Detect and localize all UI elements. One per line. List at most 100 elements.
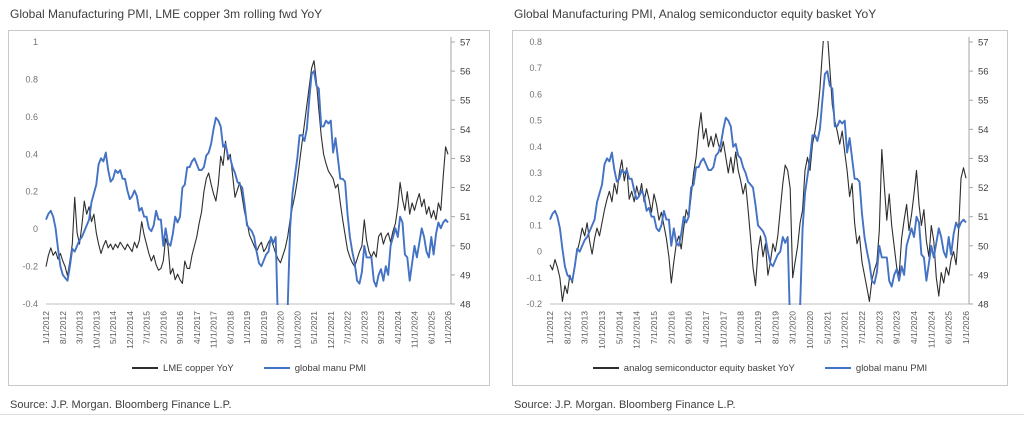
x-axis-tick-label: 9/1/2023 <box>892 311 902 344</box>
chart-panel-semis-pmi: Global Manufacturing PMI, Analog semicon… <box>512 6 1008 411</box>
x-axis-tick-label: 11/1/2017 <box>718 311 728 348</box>
semis-pmi-line-chart: 0.8 0.7 0.6 0.5 0.4 0.3 0.2 0.1 0 -0.1 -0.2 57 56 55 5… <box>526 37 989 349</box>
x-axis-tick-label: 5/1/2021 <box>822 311 832 344</box>
chart-legend: analog semiconductor equity basket YoY g… <box>514 354 1006 382</box>
x-axis-tick-label: 10/1/2020 <box>292 311 302 349</box>
x-axis-tick-label: 11/1/2017 <box>209 311 219 348</box>
x-axis-tick-label: 1/1/2026 <box>961 311 971 344</box>
x-axis-tick-label: 8/1/2019 <box>259 311 269 344</box>
x-axis-tick-label: 7/1/2015 <box>142 311 152 344</box>
right-axis-tick-label: 57 <box>460 38 471 49</box>
legend-line-swatch-black <box>131 367 158 369</box>
chart-panel-copper-pmi: Global Manufacturing PMI, LME copper 3m … <box>8 6 490 411</box>
left-axis-tick-label: 0.2 <box>529 194 542 204</box>
chart-legend: LME copper YoY global manu PMI <box>10 354 488 382</box>
x-axis-tick-label: 12/1/2014 <box>125 311 135 349</box>
left-axis-tick-label: 0.1 <box>529 220 542 230</box>
right-axis-tick-label: 55 <box>978 96 989 107</box>
x-axis-tick-label: 2/1/2016 <box>158 311 168 344</box>
x-axis-tick-label: 8/1/2012 <box>562 311 572 344</box>
series-line-yoy <box>549 41 967 302</box>
right-axis-tick-label: 53 <box>460 154 471 165</box>
right-axis-tick-label: 52 <box>460 183 471 194</box>
x-axis-tick-label: 11/1/2024 <box>926 311 936 348</box>
series-line-yoy <box>45 60 449 284</box>
x-axis-tick-label: 4/1/2024 <box>393 311 403 344</box>
x-axis-tick-label: 9/1/2023 <box>376 311 386 344</box>
legend-line-swatch-blue <box>824 367 851 369</box>
right-axis-tick-label: 48 <box>978 300 989 311</box>
right-axis-tick-label: 55 <box>460 96 471 107</box>
right-axis-tick-label: 48 <box>460 300 471 311</box>
legend-label: global manu PMI <box>294 362 367 374</box>
left-axis-tick-label: 0.6 <box>25 112 38 122</box>
left-axis-tick-label: 0 <box>33 224 38 234</box>
right-axis-tick-label: 50 <box>978 241 989 252</box>
legend-label: LME copper YoY <box>162 362 234 374</box>
left-axis-tick-label: 1 <box>33 37 38 47</box>
right-axis-tick-label: 56 <box>460 67 471 78</box>
bottom-divider <box>0 414 1024 415</box>
right-axis-tick-label: 54 <box>978 125 989 136</box>
right-axis-tick-label: 56 <box>978 67 989 78</box>
x-axis-tick-label: 12/1/2021 <box>840 311 850 349</box>
x-axis-tick-label: 1/1/2026 <box>443 311 453 344</box>
x-axis-tick-label: 4/1/2024 <box>909 311 919 344</box>
copper-pmi-line-chart: 1 0.8 0.6 0.4 0.2 0 -0.2 -0.4 57 56 55 54 53 52 51 50 49… <box>22 37 471 349</box>
x-axis-tick-label: 11/1/2024 <box>410 311 420 348</box>
x-axis-tick-label: 7/1/2022 <box>343 311 353 344</box>
right-axis-tick-label: 53 <box>978 154 989 165</box>
x-axis-tick-label: 8/1/2019 <box>770 311 780 344</box>
left-axis-tick-label: -0.4 <box>22 299 38 309</box>
chart-frame: 0.8 0.7 0.6 0.5 0.4 0.3 0.2 0.1 0 -0.1 -0.2 57 56 55 5… <box>512 30 1008 386</box>
right-axis-tick-label: 51 <box>978 212 989 223</box>
right-axis-tick-label: 52 <box>978 183 989 194</box>
chart-frame: 1 0.8 0.6 0.4 0.2 0 -0.2 -0.4 57 56 55 54 53 52 51 50 49… <box>8 30 490 386</box>
x-axis-tick-label: 3/1/2013 <box>75 311 85 344</box>
x-axis-tick-label: 2/1/2023 <box>874 311 884 344</box>
source-note: Source: J.P. Morgan. Bloomberg Finance L… <box>10 399 232 411</box>
legend-label: global manu PMI <box>855 362 928 374</box>
x-axis-tick-label: 6/1/2025 <box>426 311 436 344</box>
x-axis-tick-label: 2/1/2016 <box>666 311 676 344</box>
x-axis-tick-label: 10/1/2013 <box>91 311 101 349</box>
x-axis-tick-label: 10/1/2013 <box>597 311 607 349</box>
x-axis-tick-label: 1/1/2012 <box>41 311 51 344</box>
x-axis-tick-label: 1/1/2019 <box>753 311 763 344</box>
x-axis-tick-label: 5/1/2014 <box>614 311 624 344</box>
chart-title: Global Manufacturing PMI, Analog semicon… <box>514 7 877 21</box>
series-line-pmi <box>45 70 449 305</box>
x-axis-tick-label: 12/1/2014 <box>632 311 642 349</box>
left-axis-tick-label: 0.6 <box>529 89 542 99</box>
left-axis-tick-label: -0.2 <box>22 262 38 272</box>
legend-item-pmi: global manu PMI <box>824 362 928 374</box>
legend-line-swatch-blue <box>263 367 290 369</box>
x-axis-tick-label: 10/1/2020 <box>805 311 815 349</box>
legend-item-pmi: global manu PMI <box>263 362 367 374</box>
legend-item-copper: LME copper YoY <box>131 362 234 374</box>
legend-item-semis: analog semiconductor equity basket YoY <box>592 363 795 374</box>
left-axis-tick-label: -0.2 <box>526 299 542 309</box>
left-axis-tick-label: 0.2 <box>25 187 38 197</box>
left-axis-tick-label: 0.8 <box>529 37 542 47</box>
left-axis-tick-label: 0.5 <box>529 116 542 126</box>
right-axis-tick-label: 57 <box>978 38 989 49</box>
x-axis-tick-label: 5/1/2021 <box>309 311 319 344</box>
left-axis-tick-label: 0.8 <box>25 74 38 84</box>
x-axis-tick-label: 6/1/2025 <box>944 311 954 344</box>
left-axis-tick-label: 0.4 <box>25 149 38 159</box>
right-axis-tick-label: 51 <box>460 212 471 223</box>
legend-line-swatch-black <box>592 367 619 369</box>
left-axis-tick-label: -0.1 <box>526 273 542 283</box>
x-axis-tick-label: 1/1/2019 <box>242 311 252 344</box>
chart-title: Global Manufacturing PMI, LME copper 3m … <box>10 7 323 21</box>
x-axis-tick-label: 6/1/2018 <box>225 311 235 344</box>
x-axis-tick-label: 5/1/2014 <box>108 311 118 344</box>
x-axis-tick-label: 7/1/2022 <box>857 311 867 344</box>
right-axis-tick-label: 49 <box>978 270 989 281</box>
left-axis-tick-label: 0.3 <box>529 168 542 178</box>
x-axis-tick-label: 2/1/2023 <box>359 311 369 344</box>
right-axis-tick-label: 49 <box>460 270 471 281</box>
x-axis-tick-label: 3/1/2013 <box>580 311 590 344</box>
right-axis-tick-label: 50 <box>460 241 471 252</box>
